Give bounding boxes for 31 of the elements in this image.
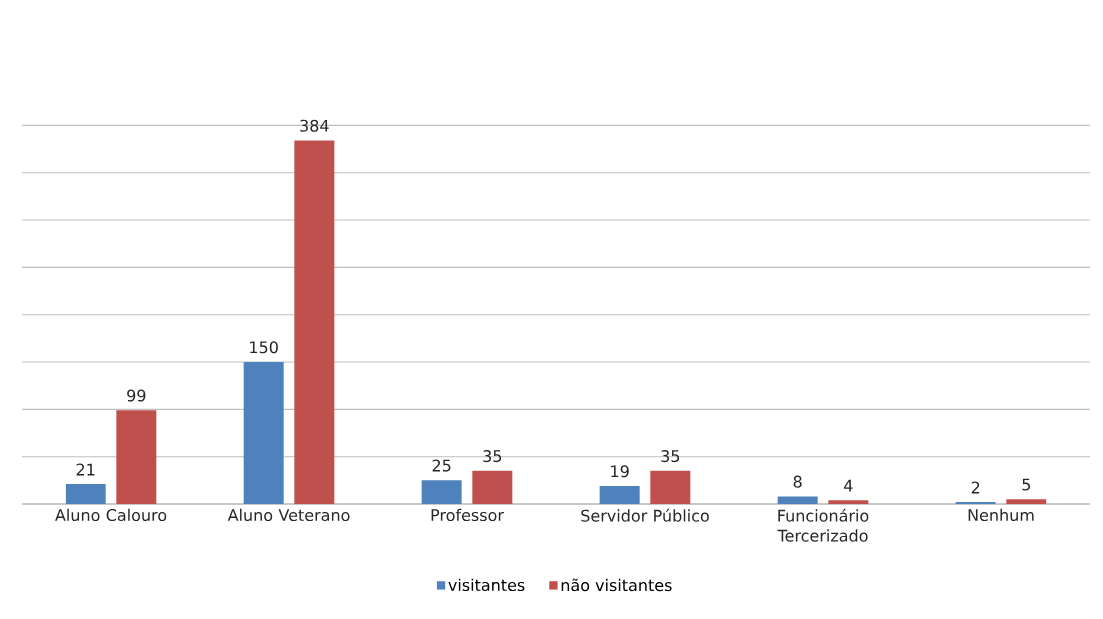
legend-label: não visitantes [561,578,672,592]
x-tick-label: Professor [431,508,504,522]
data-label: 384 [300,119,329,132]
data-label: 8 [793,475,802,488]
data-label: 150 [250,341,278,354]
bar [599,486,640,504]
x-tick-label: Servidor Público [581,508,709,522]
data-label: 2 [971,481,980,494]
bar [1006,499,1047,504]
bar [828,500,869,504]
data-label: 35 [483,450,502,463]
legend-label: visitantes [448,578,525,592]
data-label: 4 [844,479,853,492]
bar [777,496,818,504]
data-label: 25 [432,459,451,472]
x-tick-label: Nenhum [968,508,1034,522]
bar [243,362,284,504]
bar [116,410,157,504]
x-tick-label: Aluno Calouro [55,508,167,522]
bar [421,480,462,504]
bar [472,470,513,504]
bar [650,470,691,504]
data-label: 35 [661,450,680,463]
bar [65,484,106,504]
data-label: 21 [76,463,95,476]
x-tick-label: Funcionário Tercerizado [777,508,869,542]
x-tick-label: Aluno Veterano [227,508,350,522]
data-label: 5 [1022,478,1031,491]
bar [294,140,335,504]
data-label: 19 [611,465,629,478]
data-label: 99 [127,389,146,402]
